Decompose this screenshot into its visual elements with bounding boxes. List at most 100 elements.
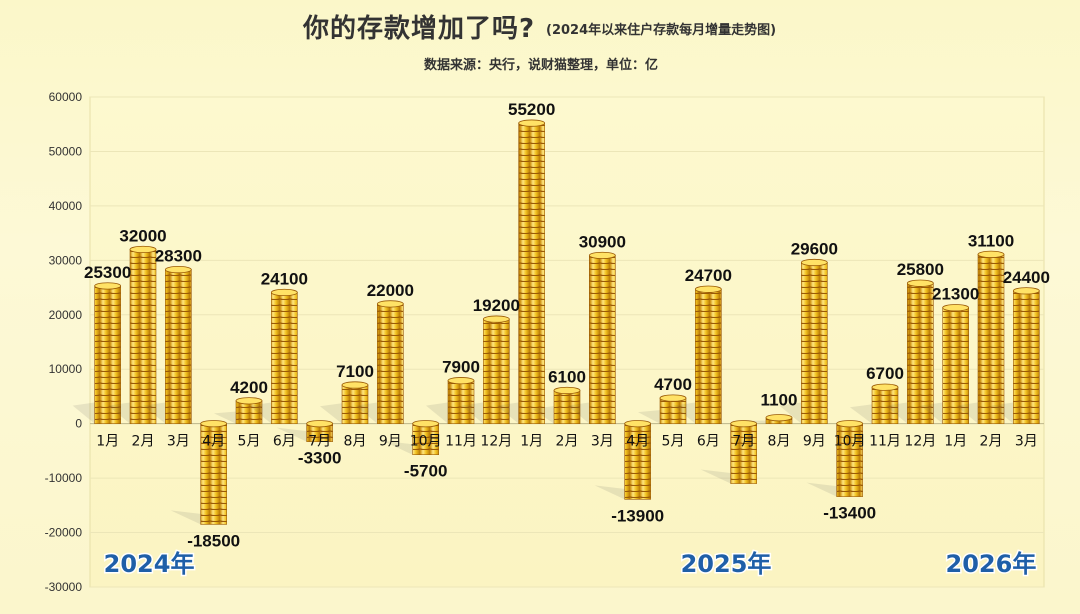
coin-stack xyxy=(94,285,121,424)
data-label: 7100 xyxy=(336,362,374,381)
bar xyxy=(143,265,192,424)
bar xyxy=(426,377,475,424)
data-label: 24700 xyxy=(685,266,732,285)
coin-top xyxy=(270,288,298,297)
x-tick-label: 5月 xyxy=(238,434,261,450)
y-tick-label: -10000 xyxy=(45,471,83,485)
bar xyxy=(779,258,828,424)
bar xyxy=(108,245,157,424)
data-label: 29600 xyxy=(791,240,838,259)
data-label: 25300 xyxy=(84,263,131,282)
bar xyxy=(850,383,899,424)
coin-top xyxy=(977,250,1005,258)
y-tick-label: -20000 xyxy=(45,526,83,540)
x-tick-label: 5月 xyxy=(662,434,685,450)
plot-area xyxy=(89,96,1045,588)
coin-top xyxy=(412,420,440,428)
coin-top xyxy=(341,381,369,389)
coin-stack xyxy=(271,292,298,424)
y-tick-label: 0 xyxy=(75,417,82,431)
bar xyxy=(496,119,546,424)
coin-stack xyxy=(129,249,157,424)
coin-top xyxy=(694,285,722,293)
bar xyxy=(885,279,934,424)
bar xyxy=(249,288,298,424)
bar xyxy=(806,420,864,497)
x-tick-label: 7月 xyxy=(732,434,755,450)
year-label: 2024年 xyxy=(104,550,195,578)
data-label: 4200 xyxy=(230,378,268,397)
coin-top xyxy=(553,386,581,395)
coin-top xyxy=(871,383,899,391)
x-tick-label: 6月 xyxy=(697,434,720,450)
bar xyxy=(276,420,334,442)
coin-top xyxy=(800,258,828,267)
chart-subtitle: (2024年以来住户存款每月增量走势图) xyxy=(546,23,777,38)
x-tick-label: 6月 xyxy=(273,434,296,450)
y-tick-label: 20000 xyxy=(49,308,83,322)
x-tick-label: 9月 xyxy=(803,434,826,450)
bar xyxy=(382,420,440,455)
bar xyxy=(72,282,122,424)
chart-title: 你的存款增加了吗? xyxy=(303,14,536,44)
coin-stack xyxy=(907,282,934,424)
coin-stack xyxy=(412,423,439,455)
x-tick-label: 7月 xyxy=(308,434,331,450)
data-label: -5700 xyxy=(404,462,447,481)
data-label: -18500 xyxy=(187,531,240,550)
data-label: 28300 xyxy=(155,247,202,266)
data-label: 31100 xyxy=(968,231,1014,250)
coin-top xyxy=(906,279,934,287)
coin-stack xyxy=(730,423,757,484)
bar xyxy=(170,420,228,525)
data-label: -3300 xyxy=(298,449,341,468)
coin-top xyxy=(836,420,864,428)
coin-stack xyxy=(801,262,828,424)
coin-stack xyxy=(695,288,722,424)
bar xyxy=(567,251,616,424)
data-label: 6100 xyxy=(548,367,586,386)
x-tick-label: 10月 xyxy=(410,434,442,450)
x-tick-label: 1月 xyxy=(96,434,119,450)
x-tick-label: 3月 xyxy=(1015,434,1038,450)
coin-stack xyxy=(836,423,863,497)
data-label: 24400 xyxy=(1003,268,1050,287)
coin-top xyxy=(94,282,122,290)
x-tick-label: 4月 xyxy=(202,434,225,450)
x-tick-label: 11月 xyxy=(445,434,477,450)
data-label: 22000 xyxy=(367,281,414,300)
x-tick-label: 2月 xyxy=(132,434,155,450)
y-tick-label: 30000 xyxy=(49,253,83,267)
bar xyxy=(461,315,510,424)
coin-stack xyxy=(977,254,1005,424)
coin-stack xyxy=(1013,290,1040,424)
data-label: 19200 xyxy=(473,296,520,315)
coin-top xyxy=(765,414,793,422)
coin-stack xyxy=(624,423,651,500)
y-tick-label: 40000 xyxy=(49,199,83,213)
data-label: 32000 xyxy=(119,226,166,245)
coin-stack xyxy=(659,397,687,424)
x-tick-label: 11月 xyxy=(869,434,901,450)
x-tick-label: 8月 xyxy=(344,434,367,450)
coin-top xyxy=(624,420,652,428)
data-label: -13400 xyxy=(823,504,876,523)
y-tick-label: 50000 xyxy=(49,144,83,158)
bar xyxy=(700,420,758,484)
x-tick-label: 1月 xyxy=(520,434,543,450)
coin-top xyxy=(518,119,546,127)
x-tick-label: 8月 xyxy=(768,434,791,450)
data-label: 30900 xyxy=(579,232,626,251)
x-tick-label: 3月 xyxy=(167,434,190,450)
data-label: 55200 xyxy=(508,100,555,119)
coin-top xyxy=(129,245,157,254)
x-tick-label: 2月 xyxy=(556,434,579,450)
bar xyxy=(320,381,369,424)
year-label: 2026年 xyxy=(946,550,1037,578)
coin-stack xyxy=(589,255,616,424)
x-tick-label: 10月 xyxy=(834,434,866,450)
bar xyxy=(673,285,722,424)
bar xyxy=(744,414,793,424)
coin-stack xyxy=(165,269,192,424)
